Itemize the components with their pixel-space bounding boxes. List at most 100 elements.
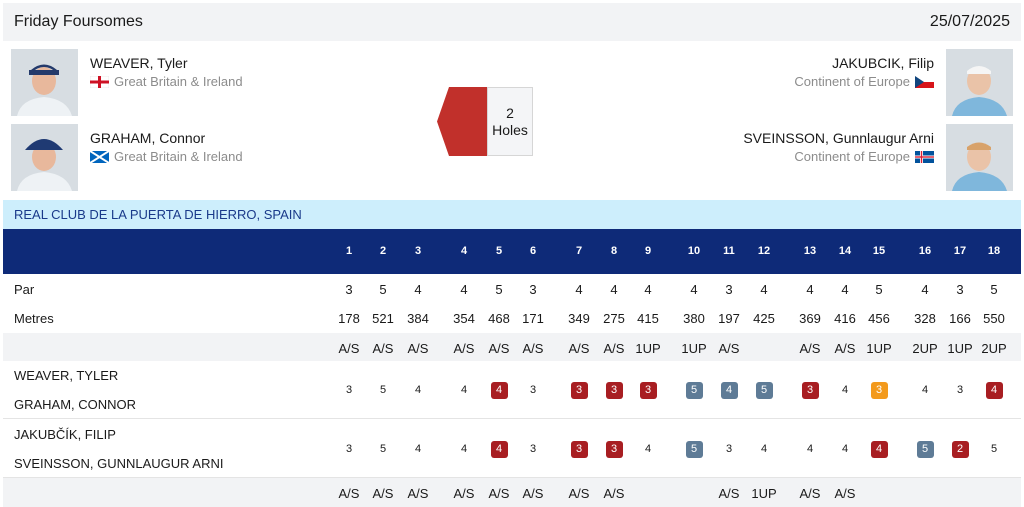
player-photo-weaver	[11, 49, 78, 116]
player-name: JAKUBCIK, Filip	[832, 55, 934, 71]
metres-value-2: 521	[372, 311, 394, 326]
team1-status-5: A/S	[488, 341, 510, 356]
metres-value-12: 425	[753, 311, 775, 326]
team2-status-6: A/S	[522, 486, 544, 501]
team1-score-8: 3	[596, 382, 632, 399]
team1-score-15: 3	[861, 382, 897, 399]
hole-number-6: 6	[529, 245, 537, 257]
team1-status-18: 2UP	[981, 341, 1007, 356]
scotland-flag-icon	[90, 150, 109, 163]
team2-status-8: A/S	[603, 486, 625, 501]
team1-score-1: 3	[345, 384, 353, 396]
team1-status-8: A/S	[603, 341, 625, 356]
hole-number-7: 7	[575, 245, 583, 257]
match-date: 25/07/2025	[929, 13, 1010, 30]
par-value-10: 4	[690, 282, 698, 297]
metres-value-15: 456	[868, 311, 890, 326]
hole-number-5: 5	[495, 245, 503, 257]
par-value-11: 3	[725, 282, 733, 297]
team1-status-1: A/S	[338, 341, 360, 356]
hole-number-10: 10	[687, 245, 701, 257]
team2-score-5: 4	[481, 441, 517, 458]
player-team: Great Britain & Ireland	[114, 74, 243, 89]
team2-score-2: 5	[379, 443, 387, 455]
metres-value-4: 354	[453, 311, 475, 326]
player-photo-graham	[11, 124, 78, 191]
player-team: Continent of Europe	[794, 74, 910, 89]
hole-number-15: 15	[872, 245, 886, 257]
par-value-5: 5	[495, 282, 503, 297]
team2-score-17: 2	[942, 441, 978, 458]
match-title: Friday Foursomes	[14, 13, 143, 30]
par-value-14: 4	[841, 282, 849, 297]
venue-name: REAL CLUB DE LA PUERTA DE HIERRO, SPAIN	[14, 207, 302, 222]
metres-row: Metres 178 521 384 354 468 171 349 275 415 380 197…	[3, 304, 1021, 333]
team1-status-7: A/S	[568, 341, 590, 356]
team1-score-17: 3	[956, 384, 964, 396]
metres-value-9: 415	[637, 311, 659, 326]
metres-value-8: 275	[603, 311, 625, 326]
team1-score-7: 3	[561, 382, 597, 399]
team2-score-1: 3	[345, 443, 353, 455]
team1-score-16: 4	[921, 384, 929, 396]
hole-number-9: 9	[644, 245, 652, 257]
team2-score-9: 4	[644, 443, 652, 455]
hole-number-4: 4	[460, 245, 468, 257]
team1-score-2: 5	[379, 384, 387, 396]
hole-number-18: 18	[987, 245, 1001, 257]
hole-number-1: 1	[345, 245, 353, 257]
team2-score-16: 5	[907, 441, 943, 458]
team2-score-13: 4	[806, 443, 814, 455]
iceland-flag-icon	[915, 150, 934, 163]
team2-score-3: 4	[414, 443, 422, 455]
match-status: 2 Holes	[437, 87, 534, 156]
team1-player1-name: WEAVER, TYLER	[14, 368, 119, 383]
par-value-3: 4	[414, 282, 422, 297]
team1-status-13: A/S	[799, 341, 821, 356]
czech-flag-icon	[915, 75, 934, 88]
metres-value-11: 197	[718, 311, 740, 326]
player-weaver[interactable]: WEAVER, Tyler Great Britain & Ireland	[11, 49, 243, 116]
team2-status-7: A/S	[568, 486, 590, 501]
team2-score-row: JAKUBČÍK, FILIP SVEINSSON, GUNNLAUGUR AR…	[3, 420, 1021, 478]
players-panel: WEAVER, Tyler Great Britain & Ireland GR…	[3, 41, 1021, 200]
player-team: Continent of Europe	[794, 149, 910, 164]
team2-status-1: A/S	[338, 486, 360, 501]
team2-score-12: 4	[760, 443, 768, 455]
player-jakubcik[interactable]: JAKUBCIK, Filip Continent of Europe	[794, 49, 1013, 116]
status-unit: Holes	[492, 121, 528, 138]
team1-status-16: 2UP	[912, 341, 938, 356]
par-value-2: 5	[379, 282, 387, 297]
team1-player2-name: GRAHAM, CONNOR	[14, 397, 137, 412]
player-photo-jakubcik	[946, 49, 1013, 116]
player-graham[interactable]: GRAHAM, Connor Great Britain & Ireland	[11, 124, 243, 191]
team2-player1-name: JAKUBČÍK, FILIP	[14, 427, 116, 442]
hole-number-11: 11	[723, 245, 735, 257]
team1-status-15: 1UP	[866, 341, 892, 356]
team2-score-15: 4	[861, 441, 897, 458]
hole-number-12: 12	[757, 245, 771, 257]
team2-status-2: A/S	[372, 486, 394, 501]
team2-status-4: A/S	[453, 486, 475, 501]
leading-team-arrow-icon	[437, 87, 487, 156]
metres-value-6: 171	[522, 311, 544, 326]
player-name: WEAVER, Tyler	[90, 55, 188, 71]
metres-value-3: 384	[407, 311, 429, 326]
team2-score-7: 3	[561, 441, 597, 458]
team2-status-11: A/S	[718, 486, 740, 501]
team1-score-9: 3	[630, 382, 666, 399]
match-status-box: 2 Holes	[487, 87, 533, 156]
team2-status-14: A/S	[834, 486, 856, 501]
team2-score-11: 3	[725, 443, 733, 455]
team1-score-11: 4	[711, 382, 747, 399]
team2-status-5: A/S	[488, 486, 510, 501]
par-value-12: 4	[760, 282, 768, 297]
team1-score-14: 4	[841, 384, 849, 396]
player-sveinsson[interactable]: SVEINSSON, Gunnlaugur Arni Continent of …	[743, 124, 1013, 191]
player-name: GRAHAM, Connor	[90, 130, 206, 146]
team1-status-4: A/S	[453, 341, 475, 356]
team2-score-8: 3	[596, 441, 632, 458]
par-value-6: 3	[529, 282, 537, 297]
metres-value-7: 349	[568, 311, 590, 326]
metres-value-17: 166	[949, 311, 971, 326]
